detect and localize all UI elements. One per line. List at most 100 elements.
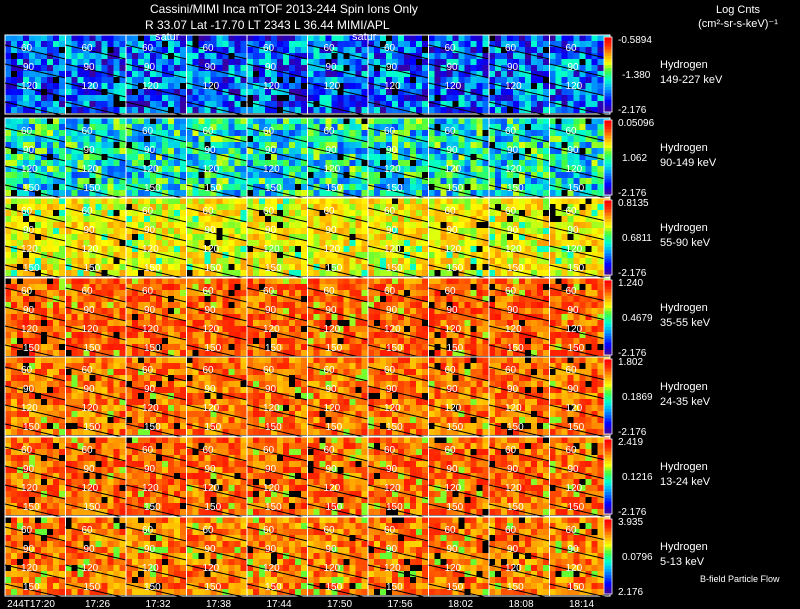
pitch-angle-label: 90 [386, 145, 398, 156]
pixel-cell [458, 198, 465, 204]
pixel-cell [543, 107, 549, 113]
pixel-cell [283, 65, 289, 71]
pixel-cell [398, 240, 404, 246]
pixel-cell [501, 35, 507, 41]
pixel-cell [501, 130, 507, 136]
pixel-cell [392, 184, 398, 190]
pixel-cell [132, 154, 138, 160]
pixel-cell [355, 65, 362, 71]
pitch-angle-contour [186, 226, 248, 242]
colorbar-segment [604, 90, 612, 94]
pixel-cell [567, 240, 574, 246]
pixel-cell [5, 95, 11, 101]
pixel-cell [162, 320, 168, 326]
pixel-cell [349, 308, 356, 314]
pixel-cell [295, 210, 301, 216]
pitch-angle-contour [246, 287, 308, 303]
pixel-cell [17, 198, 23, 204]
pixel-cell [83, 344, 90, 350]
pixel-cell [561, 71, 568, 77]
pixel-cell [301, 136, 307, 142]
pixel-cell [507, 89, 513, 95]
pixel-cell [113, 166, 120, 172]
pixel-cell [259, 59, 265, 65]
pixel-cell [295, 240, 301, 246]
pitch-angle-label: 90 [23, 62, 35, 73]
pixel-cell [331, 240, 338, 246]
pixel-cell [53, 222, 59, 228]
pixel-cell [386, 284, 392, 290]
pixel-cell [410, 204, 416, 210]
pixel-cell [35, 130, 41, 136]
pixel-cell [186, 216, 193, 222]
pixel-cell [531, 252, 537, 258]
colorbar-segment [604, 265, 612, 270]
pixel-cell [295, 234, 301, 240]
pixel-cell [470, 83, 477, 89]
pixel-cell [222, 35, 229, 41]
pixel-cell [591, 228, 598, 234]
pixel-cell [89, 53, 96, 59]
pixel-cell [319, 228, 326, 234]
pixel-cell [119, 160, 126, 166]
pixel-cell [434, 130, 441, 136]
pixel-cell [107, 228, 114, 234]
pitch-angle-contour [549, 184, 611, 200]
pixel-cell [83, 41, 90, 47]
pixel-cell [150, 77, 156, 83]
pixel-cell [41, 216, 47, 222]
pixel-cell [228, 190, 235, 196]
pixel-cell [289, 47, 295, 53]
pixel-cell [428, 234, 435, 240]
pixel-cell [495, 41, 501, 47]
pixel-cell [470, 184, 477, 190]
pixel-cell [138, 228, 144, 234]
pixel-cell [144, 77, 150, 83]
pixel-cell [216, 166, 223, 172]
pixel-cell [398, 284, 404, 290]
pixel-cell [476, 270, 483, 276]
pixel-cell [404, 350, 410, 356]
pixel-cell [11, 107, 17, 113]
pixel-cell [561, 89, 568, 95]
pixel-cell [5, 216, 11, 222]
pixel-cell [47, 35, 53, 41]
pixel-cell [138, 264, 144, 270]
pixel-cell [482, 184, 489, 190]
colorbar-segment [604, 68, 612, 72]
pixel-cell [410, 228, 416, 234]
colorbar-segment [604, 209, 612, 214]
pixel-cell [138, 190, 144, 196]
pixel-cell [277, 41, 283, 47]
pixel-cell [319, 222, 326, 228]
pixel-cell [470, 258, 477, 264]
pixel-cell [89, 59, 96, 65]
pixel-cell [386, 222, 392, 228]
pixel-cell [283, 198, 289, 204]
pixel-cell [585, 210, 592, 216]
pixel-cell [186, 338, 193, 344]
pixel-cell [162, 344, 168, 350]
pixel-cell [392, 178, 398, 184]
pixel-cell [386, 216, 392, 222]
pixel-cell [585, 130, 592, 136]
pixel-cell [210, 136, 217, 142]
pixel-cell [289, 59, 295, 65]
pixel-cell [53, 172, 59, 178]
pixel-cell [198, 107, 205, 113]
pixel-cell [101, 338, 108, 344]
pixel-cell [83, 107, 90, 113]
colorbar-segment [604, 105, 612, 110]
pixel-cell [525, 154, 531, 160]
pitch-angle-contour [246, 207, 308, 223]
pixel-cell [289, 184, 295, 190]
pixel-cell [132, 210, 138, 216]
pixel-cell [428, 154, 435, 160]
pixel-cell [119, 71, 126, 77]
pixel-cell [101, 190, 108, 196]
pixel-cell [313, 308, 320, 314]
colorbar-segment [604, 179, 612, 184]
pixel-cell [41, 130, 47, 136]
pixel-cell [591, 258, 598, 264]
pixel-cell [319, 89, 326, 95]
